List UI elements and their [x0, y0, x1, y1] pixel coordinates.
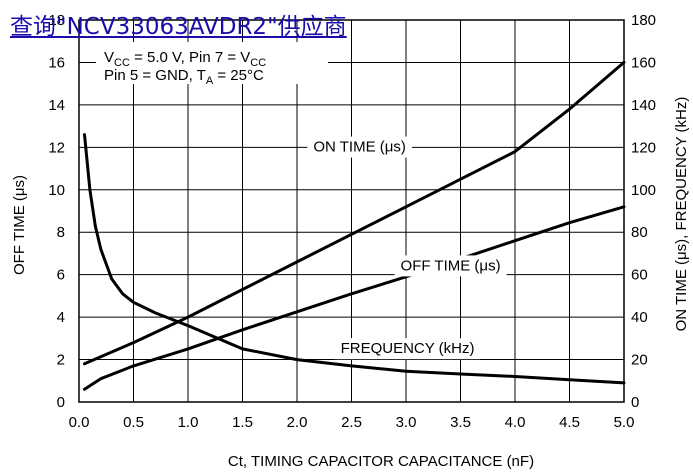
conditions-box [96, 42, 328, 84]
conditions-line-2: Pin 5 = GND, TA = 25°C [104, 67, 264, 87]
y-left-tick-label: 18 [48, 12, 65, 29]
series-annotations: ON TIME (μs) OFF TIME (μs) FREQUENCY (kHz) [307, 136, 507, 360]
y-right-tick-label: 0 [631, 394, 639, 411]
series-line-1 [83, 60, 626, 366]
annotation-background [334, 338, 481, 360]
x-tick-label: 3.0 [396, 414, 417, 431]
conditions-line-1: VCC = 5.0 V, Pin 7 = VCC [104, 49, 266, 69]
series-annotation: OFF TIME (μs) [401, 257, 501, 274]
x-tick-label: 2.5 [341, 414, 362, 431]
series-annotation: ON TIME (μs) [313, 139, 406, 156]
y-right-tick-label: 100 [631, 182, 656, 199]
chart-series [83, 60, 626, 391]
series-line-3 [83, 133, 626, 385]
supplier-query-link[interactable]: 查询"NCV33063AVDR2"供应商 [10, 14, 347, 40]
x-tick-label: 2.0 [287, 414, 308, 431]
x-tick-label: 5.0 [614, 414, 635, 431]
y-right-tick-label: 80 [631, 224, 648, 241]
y-left-tick-label: 12 [48, 139, 65, 156]
annotation-background [394, 255, 507, 277]
y-right-tick-label: 160 [631, 54, 656, 71]
y-left-tick-label: 8 [57, 224, 65, 241]
x-tick-label: 1.5 [232, 414, 253, 431]
plot-border [78, 19, 625, 403]
annotation-background [307, 136, 412, 158]
y-right-tick-label: 60 [631, 267, 648, 284]
y-right-axis-title: ON TIME (μs), FREQUENCY (kHz) [673, 97, 690, 332]
y-left-tick-label: 2 [57, 352, 65, 369]
x-tick-label: 0.5 [123, 414, 144, 431]
plot-frame [78, 19, 625, 403]
x-tick-label: 3.5 [450, 414, 471, 431]
y-left-tick-label: 4 [57, 309, 65, 326]
y-right-tick-label: 40 [631, 309, 648, 326]
x-tick-label: 1.0 [178, 414, 199, 431]
y-right-tick-label: 20 [631, 352, 648, 369]
x-axis-title: Ct, TIMING CAPACITOR CAPACITANCE (nF) [228, 453, 534, 470]
y-left-axis-title: OFF TIME (μs) [11, 175, 28, 275]
x-tick-label: 4.5 [559, 414, 580, 431]
y-left-tick-label: 10 [48, 182, 65, 199]
y-left-tick-label: 16 [48, 54, 65, 71]
series-line-2 [83, 205, 626, 391]
y-left-tick-label: 14 [48, 97, 65, 114]
y-left-tick-label: 0 [57, 394, 65, 411]
x-axis-ticks: 0.0 0.5 1.0 1.5 2.0 2.5 3.0 3.5 4.0 4.5 5.0 [69, 414, 635, 431]
y-left-axis-ticks: 0 2 4 6 8 10 12 14 16 18 [48, 12, 65, 411]
y-right-tick-label: 120 [631, 139, 656, 156]
y-left-tick-label: 6 [57, 267, 65, 284]
y-right-tick-label: 140 [631, 97, 656, 114]
y-right-tick-label: 180 [631, 12, 656, 29]
series-annotation: FREQUENCY (kHz) [341, 340, 475, 357]
y-right-axis-ticks: 0 20 40 60 80 100 120 140 160 180 [631, 12, 656, 411]
x-tick-label: 4.0 [505, 414, 526, 431]
x-tick-label: 0.0 [69, 414, 90, 431]
